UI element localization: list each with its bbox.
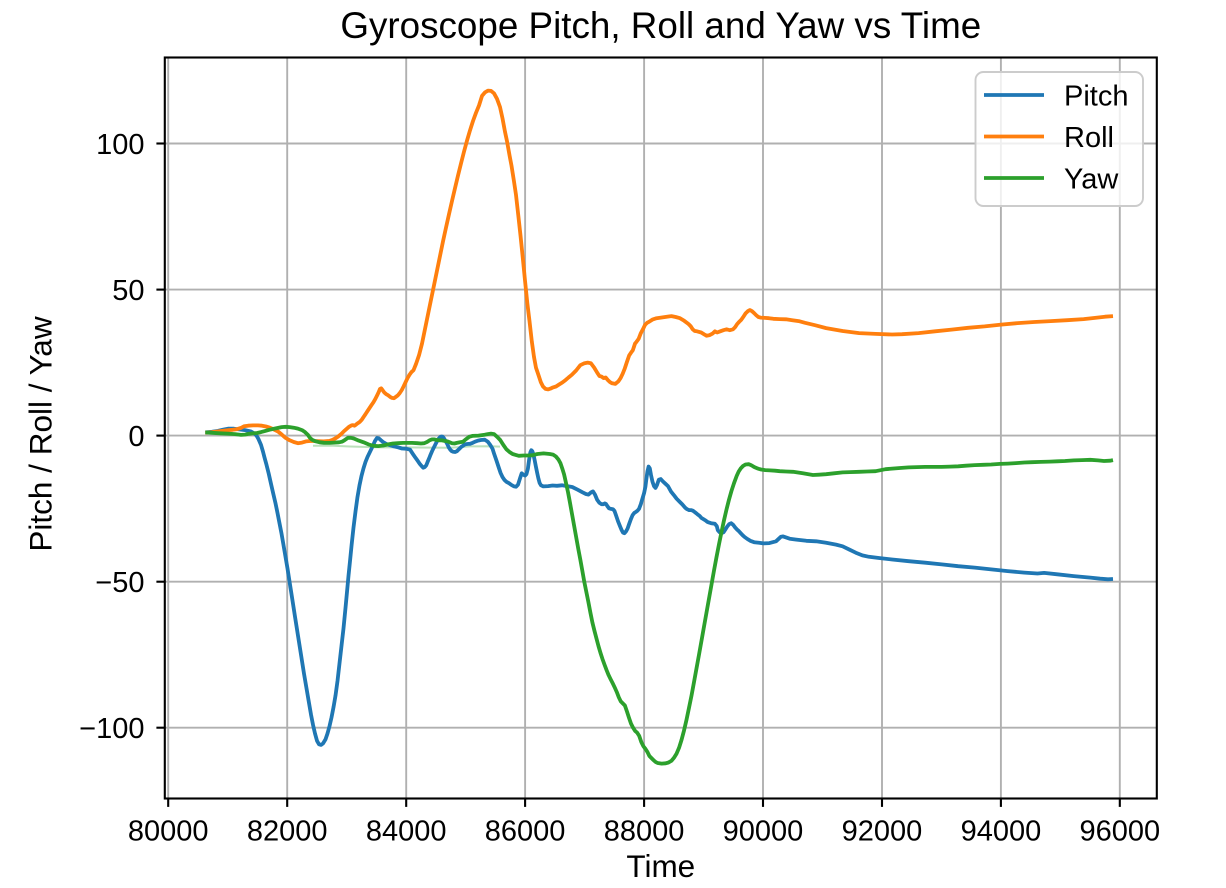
svg-text:92000: 92000: [842, 816, 923, 848]
svg-text:80000: 80000: [128, 816, 209, 848]
svg-text:88000: 88000: [604, 816, 685, 848]
svg-text:−100: −100: [79, 713, 144, 745]
svg-text:Yaw: Yaw: [1064, 164, 1119, 196]
svg-text:Roll: Roll: [1064, 122, 1114, 154]
svg-text:Gyroscope Pitch, Roll and Yaw: Gyroscope Pitch, Roll and Yaw vs Time: [340, 5, 981, 46]
svg-text:Time: Time: [626, 848, 695, 884]
svg-text:−50: −50: [95, 567, 144, 599]
svg-text:94000: 94000: [961, 816, 1042, 848]
svg-text:100: 100: [96, 129, 144, 161]
svg-text:0: 0: [128, 421, 144, 453]
svg-text:96000: 96000: [1079, 816, 1160, 848]
svg-text:86000: 86000: [485, 816, 566, 848]
svg-text:82000: 82000: [247, 816, 328, 848]
svg-text:84000: 84000: [366, 816, 447, 848]
svg-text:90000: 90000: [723, 816, 804, 848]
svg-text:Pitch / Roll / Yaw: Pitch / Roll / Yaw: [23, 316, 59, 551]
svg-text:Pitch: Pitch: [1064, 81, 1128, 113]
svg-text:50: 50: [112, 275, 144, 307]
